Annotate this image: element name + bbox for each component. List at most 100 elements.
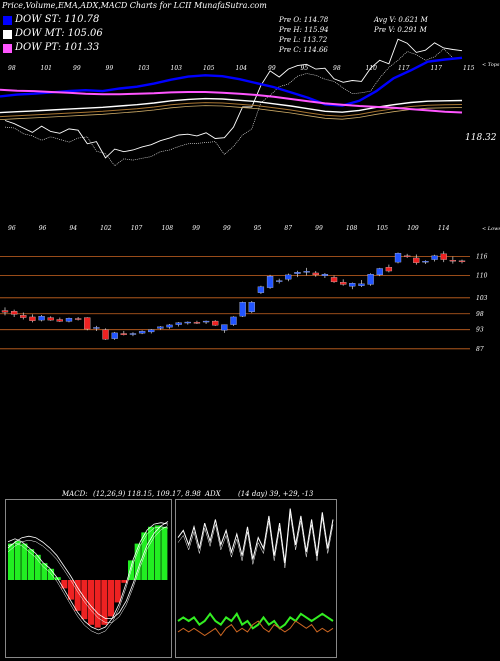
candle-body — [394, 253, 402, 263]
candle-body — [29, 316, 36, 321]
bottom-label: 95 — [254, 225, 262, 232]
bottom-label: 108 — [162, 225, 174, 232]
top-label: 104 — [236, 65, 248, 72]
macd-histogram-bar — [8, 543, 15, 580]
candle — [221, 324, 228, 333]
candle — [257, 285, 265, 294]
candle — [184, 321, 191, 325]
macd-histogram-bar — [134, 543, 141, 580]
top-label: 98 — [333, 65, 341, 72]
chart-title: Price,Volume,EMA,ADX,MACD Charts for LCI… — [2, 1, 267, 10]
main-chart: 98 101 99 99 103 103 105 104 99 95 98 110 117 117 115 9… — [0, 38, 500, 353]
ohlc-close: Pre C: 114.66 — [279, 46, 328, 54]
macd-histogram-bar — [148, 526, 155, 580]
candle-body — [1, 310, 9, 313]
candle — [449, 256, 457, 264]
candle — [148, 329, 155, 334]
candle — [431, 254, 438, 262]
top-label: 103 — [138, 65, 150, 72]
candle-body — [93, 327, 100, 329]
candle-body — [321, 274, 329, 276]
candle — [303, 267, 310, 276]
candle-body — [157, 326, 164, 329]
candle-body — [129, 333, 137, 335]
bottom-label: 96 — [39, 225, 47, 232]
top-label: 99 — [268, 65, 276, 72]
candle — [166, 323, 173, 329]
macd-signal-line — [7, 521, 169, 619]
price-dotted-line — [4, 48, 463, 167]
candle-body — [120, 333, 127, 335]
candle-body — [340, 282, 347, 285]
candle — [385, 264, 393, 273]
candle — [285, 273, 292, 282]
candle-body — [10, 311, 18, 315]
macd-chart — [7, 521, 169, 635]
candle — [330, 275, 338, 283]
candle — [65, 317, 73, 323]
candle-body — [276, 280, 283, 282]
candle-body — [166, 324, 173, 328]
candle-body — [385, 267, 393, 272]
candle-body — [175, 322, 182, 325]
candle-body — [458, 260, 466, 262]
macd-histogram-bar — [61, 580, 68, 589]
bottom-label: 94 — [69, 225, 77, 232]
candle — [20, 312, 27, 320]
candle — [47, 316, 54, 321]
candle-body — [111, 332, 118, 339]
candle — [294, 270, 301, 278]
candle — [413, 254, 420, 265]
candle-body — [285, 274, 292, 280]
candle — [367, 273, 374, 286]
adx-panel — [175, 499, 337, 658]
candle-body — [404, 255, 411, 257]
macd-signal-line-2 — [7, 525, 169, 623]
candle — [10, 309, 18, 317]
candle — [84, 317, 91, 331]
candle-body — [56, 319, 63, 322]
tops-axis-label: < Tops — [482, 62, 500, 68]
candle — [193, 320, 201, 324]
top-label: 110 — [366, 65, 378, 72]
candle — [340, 279, 347, 286]
bottom-label: 99 — [315, 225, 323, 232]
adx-line-shadow — [177, 513, 334, 569]
bottom-label: 99 — [223, 225, 231, 232]
top-label: 115 — [463, 65, 475, 72]
candle — [440, 251, 447, 263]
candle — [358, 279, 365, 287]
macd-histogram-bar — [101, 580, 108, 625]
macd-params: (12,26,9) 118.15, 109.17, 8.98 — [93, 490, 201, 498]
macd-histogram-bar — [34, 554, 41, 580]
candle — [230, 316, 237, 326]
macd-histogram-bar — [74, 580, 81, 611]
top-label: 117 — [398, 65, 410, 72]
lows-axis-label: < Lows — [482, 226, 500, 232]
candle-body — [47, 317, 54, 321]
macd-histogram-bar — [94, 580, 101, 628]
prev-volume: Pre V: 0.291 M — [374, 26, 427, 34]
ohlc-high: Pre H: 115.94 — [279, 26, 329, 34]
macd-histogram-bar — [108, 580, 115, 617]
candle — [120, 330, 127, 336]
top-label: 98 — [8, 65, 16, 72]
macd-histogram-bar — [48, 568, 55, 580]
adx-chart — [177, 508, 334, 637]
candle-body — [376, 268, 383, 276]
top-label: 103 — [171, 65, 183, 72]
candle — [175, 322, 182, 327]
legend-swatch-st — [3, 16, 12, 25]
candle — [321, 272, 329, 279]
candle-body — [102, 329, 109, 340]
candle-body — [184, 321, 191, 324]
candle-body — [330, 277, 338, 283]
candle — [248, 301, 255, 314]
ema-short-line — [0, 56, 463, 107]
candle-body — [257, 286, 265, 293]
bottom-label: 99 — [192, 225, 200, 232]
bottom-label: 87 — [284, 225, 292, 232]
candle — [422, 260, 429, 265]
candle — [56, 317, 63, 323]
candle — [102, 328, 109, 340]
